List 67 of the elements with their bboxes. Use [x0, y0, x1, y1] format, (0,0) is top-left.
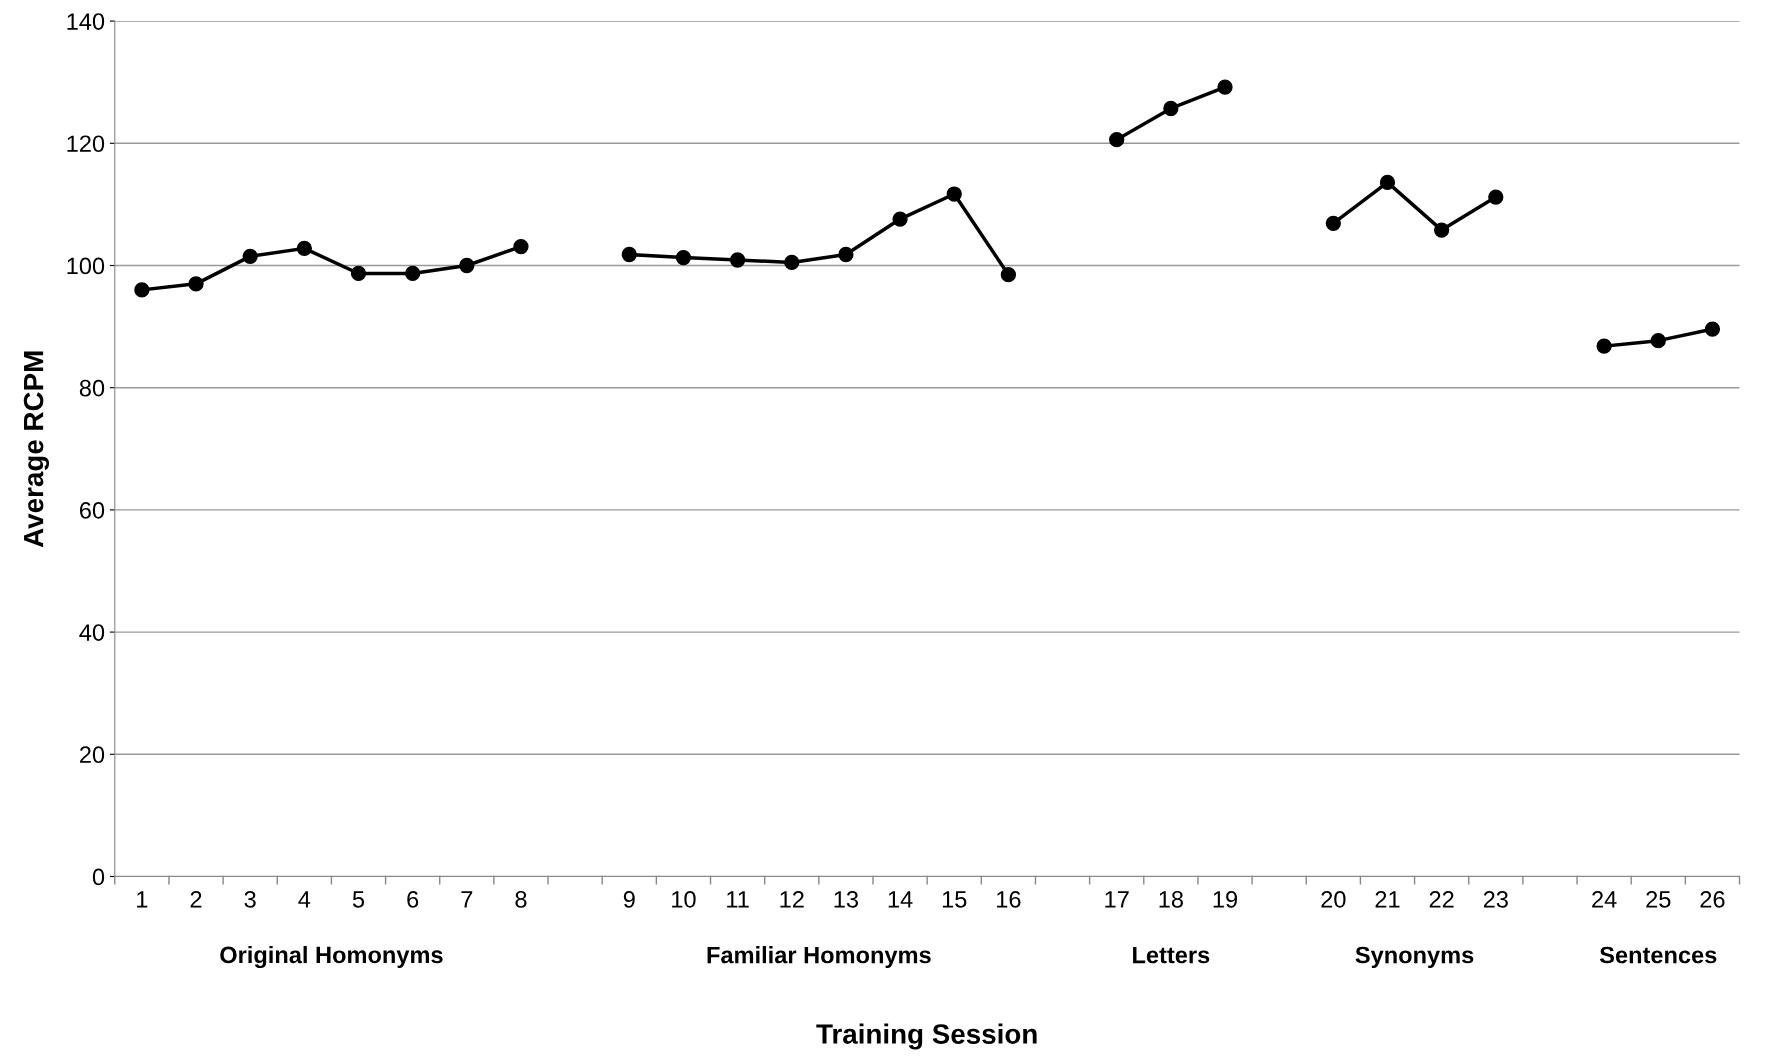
y-tick-label: 80: [79, 379, 105, 397]
y-tick-label: 60: [80, 501, 105, 519]
point: [1488, 189, 1504, 205]
x-tick-label: 1: [137, 891, 148, 908]
point: [784, 254, 800, 271]
x-axis-title: Training Session: [816, 1023, 1037, 1050]
point: [1650, 333, 1666, 349]
x-tick-label: 9: [623, 890, 635, 908]
point: [946, 186, 962, 202]
point: [350, 265, 367, 282]
x-tick-label: 23: [1483, 890, 1508, 908]
point: [296, 240, 312, 257]
point: [134, 282, 150, 298]
x-tick-label: 2: [190, 890, 202, 908]
y-tick-label: 20: [80, 746, 105, 764]
x-tick-label: 26: [1700, 890, 1725, 908]
point: [1379, 174, 1396, 191]
point: [729, 252, 746, 268]
x-tick-label: 16: [997, 890, 1021, 908]
x-tick-label: 17: [1105, 891, 1129, 908]
text: Sentences: [1599, 946, 1717, 964]
text: Original Homonyms: [220, 945, 443, 969]
point: [1325, 215, 1341, 231]
point: [1000, 267, 1017, 283]
y-tick-label: 100: [67, 257, 105, 275]
point: [405, 265, 421, 282]
point: [892, 211, 908, 227]
point: [838, 246, 854, 263]
x-tick-label: 14: [888, 891, 913, 908]
text: Letters: [1133, 946, 1210, 964]
point: [621, 246, 637, 263]
y-tick-label: 120: [67, 135, 105, 153]
x-tick-label: 11: [727, 891, 749, 908]
x-tick-label: 18: [1159, 890, 1183, 908]
y-axis-title: Average RCPM: [23, 351, 50, 548]
point: [188, 276, 204, 292]
x-tick-label: 10: [672, 890, 696, 908]
point: [1109, 132, 1125, 148]
x-tick-label: 12: [780, 890, 804, 908]
y-tick-label: 140: [67, 13, 105, 30]
x-tick-label: 13: [834, 890, 859, 908]
y-tick-label: 40: [79, 624, 105, 641]
x-tick-label: 7: [461, 891, 473, 908]
x-tick-label: 4: [298, 891, 311, 908]
y-tick-label: 0: [92, 868, 105, 886]
point: [242, 248, 258, 264]
x-tick-label: 21: [1375, 890, 1400, 908]
point: [1433, 222, 1450, 238]
x-tick-label: 6: [407, 890, 419, 908]
x-tick-label: 19: [1213, 890, 1238, 908]
x-tick-label: 5: [352, 891, 365, 908]
point: [513, 238, 529, 255]
point: [1596, 338, 1612, 354]
point: [1163, 100, 1179, 117]
x-tick-label: 3: [244, 890, 256, 908]
x-tick-label: 25: [1646, 890, 1671, 908]
point: [459, 257, 475, 274]
point: [675, 249, 692, 266]
text: Familiar Homonyms: [707, 946, 931, 969]
text: Synonyms: [1355, 946, 1474, 969]
x-tick-label: 22: [1429, 890, 1454, 908]
x-tick-label: 20: [1321, 890, 1346, 908]
point: [1704, 321, 1721, 337]
x-tick-label: 15: [942, 891, 967, 908]
x-tick-label: 24: [1592, 890, 1617, 908]
x-tick-label: 8: [515, 890, 527, 908]
point: [1217, 79, 1233, 95]
